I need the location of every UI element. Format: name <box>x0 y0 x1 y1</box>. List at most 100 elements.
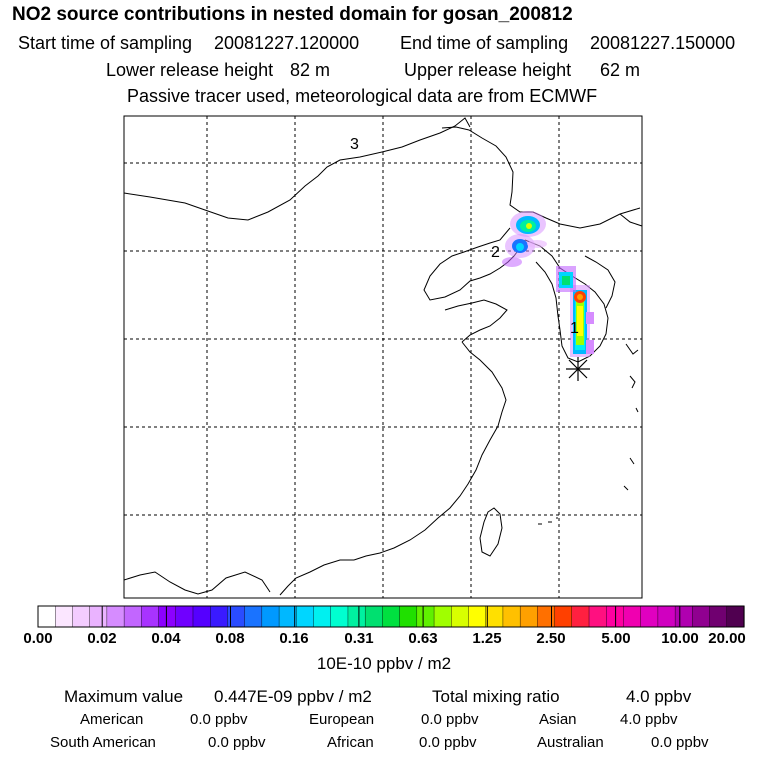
plume-cell-n8 <box>527 240 547 248</box>
colorbar-segment <box>209 605 229 628</box>
chart-title: NO2 source contributions in nested domai… <box>12 4 573 25</box>
map-grid <box>124 116 642 598</box>
max-value: 0.447E-09 ppbv / m2 <box>214 687 372 706</box>
map-label-3: 3 <box>350 136 359 153</box>
islands <box>538 517 558 525</box>
cbar-tick-7: 1.25 <box>472 630 502 647</box>
end-time-label: End time of sampling <box>400 33 569 53</box>
colorbar-segment <box>519 605 538 628</box>
colorbar-segment <box>330 605 349 628</box>
cbar-tick-8: 2.50 <box>536 630 566 647</box>
coastlines <box>123 117 643 596</box>
cbar-tick-5: 0.31 <box>344 630 374 647</box>
colorbar-segment <box>313 605 332 628</box>
lower-release-value: 82 m <box>290 60 331 80</box>
colorbar-segment <box>399 605 418 628</box>
colorbar-segment <box>192 605 211 628</box>
region-name-european: European <box>309 711 375 728</box>
region-value-australian: 0.0 ppbv <box>651 734 709 751</box>
cbar-tick-3: 0.08 <box>215 630 245 647</box>
total-mixing-value: 4.0 ppbv <box>626 687 692 706</box>
colorbar-segment <box>709 605 728 628</box>
cbar-tick-4: 0.16 <box>279 630 309 647</box>
region-name-australian: Australian <box>537 734 604 751</box>
colorbar-segment <box>502 605 521 628</box>
plume-cell-n7 <box>516 243 524 251</box>
cbar-tick-2: 0.04 <box>151 630 181 647</box>
colorbar-segment <box>158 605 177 628</box>
colorbar-segment <box>123 605 142 628</box>
colorbar <box>37 605 745 628</box>
region-value-south-american: 0.0 ppbv <box>208 734 266 751</box>
colorbar-major-ticks <box>101 606 681 627</box>
colorbar-segment <box>640 605 659 628</box>
region-name-asian: Asian <box>539 711 577 728</box>
end-time-value: 20081227.150000 <box>590 33 736 53</box>
region-name-american: American <box>80 711 144 728</box>
colorbar-segment <box>175 605 194 628</box>
colorbar-units: 10E-10 ppbv / m2 <box>316 654 452 673</box>
colorbar-segment <box>261 605 280 628</box>
total-mixing-label: Total mixing ratio <box>432 687 560 706</box>
colorbar-segment <box>588 605 607 628</box>
colorbar-segment <box>55 605 74 628</box>
japan-coast <box>619 213 643 491</box>
colorbar-segment <box>606 605 625 628</box>
plume-cell-k7 <box>577 294 583 300</box>
colorbar-segment <box>89 605 108 628</box>
cbar-tick-6: 0.63 <box>408 630 438 647</box>
tracer-note: Passive tracer used, meteorological data… <box>127 86 598 106</box>
plume-north <box>502 211 547 267</box>
region-value-american: 0.0 ppbv <box>190 711 248 728</box>
max-value-label: Maximum value <box>64 687 184 706</box>
colorbar-segment <box>433 605 452 628</box>
colorbar-segment <box>37 605 56 628</box>
manchuria-border <box>441 126 641 229</box>
colorbar-segment <box>571 605 590 628</box>
taiwan <box>479 507 503 557</box>
colorbar-segment <box>537 605 556 628</box>
colorbar-segment <box>657 605 676 628</box>
plume-cell-k12 <box>586 340 594 354</box>
colorbar-frame <box>37 605 745 628</box>
colorbar-segment <box>726 605 745 628</box>
colorbar-segment <box>554 605 573 628</box>
plume-korea <box>556 266 594 357</box>
plume-cell-n4 <box>526 223 532 229</box>
map-label-2: 2 <box>491 244 500 261</box>
colorbar-segment <box>347 605 366 628</box>
region-name-african: African <box>327 734 374 751</box>
region-name-south-american: South American <box>50 734 156 751</box>
start-time-label: Start time of sampling <box>18 33 193 53</box>
colorbar-segment <box>623 605 642 628</box>
cbar-tick-11: 20.00 <box>708 630 746 647</box>
cbar-tick-0: 0.00 <box>23 630 53 647</box>
shandong-coast <box>444 299 508 343</box>
region-value-african: 0.0 ppbv <box>419 734 477 751</box>
south-china-coast <box>279 559 354 596</box>
plume-cell-n9 <box>502 257 522 267</box>
colorbar-segment <box>674 605 693 628</box>
plume-cell-k11 <box>586 312 594 324</box>
colorbar-segment <box>106 605 125 628</box>
colorbar-segment <box>296 605 315 628</box>
colorbar-segment <box>364 605 383 628</box>
map-label-1: 1 <box>570 320 579 337</box>
colorbar-segment <box>692 605 711 628</box>
mongolia-border <box>123 117 471 221</box>
cbar-tick-9: 5.00 <box>601 630 631 647</box>
cbar-tick-1: 0.02 <box>87 630 117 647</box>
colorbar-segment <box>382 605 401 628</box>
korea-east-coast <box>584 255 616 309</box>
colorbar-segment <box>416 605 435 628</box>
lower-release-label: Lower release height <box>106 60 274 80</box>
upper-release-value: 62 m <box>600 60 641 80</box>
region-value-european: 0.0 ppbv <box>421 711 479 728</box>
upper-release-label: Upper release height <box>404 60 572 80</box>
colorbar-segment <box>485 605 504 628</box>
colorbar-segment <box>244 605 263 628</box>
plume-cell-k10 <box>562 276 570 285</box>
colorbar-segment <box>278 605 297 628</box>
china-coast-east <box>353 341 507 561</box>
